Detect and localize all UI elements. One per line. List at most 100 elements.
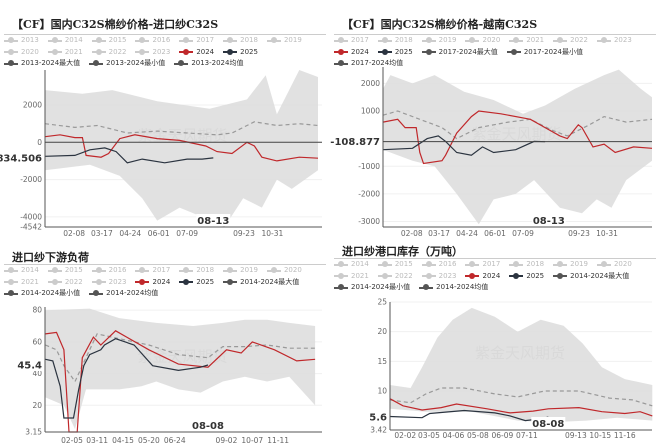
y-pointer-label: -834.506 [0, 153, 42, 164]
legend-item-2025[interactable]: 2025 [509, 271, 544, 283]
legend-label: 2013-2024最大值 [21, 59, 81, 67]
legend-item-2017[interactable]: 2017 [334, 35, 369, 47]
x-tick-label: 02-05 [61, 436, 83, 445]
x-tick-label: 04-06 [443, 431, 465, 440]
legend-label: 2025 [394, 47, 413, 56]
legend-label: 2020 [613, 260, 632, 268]
legend-item-2023[interactable]: 2023 [135, 47, 170, 59]
legend-item-2018[interactable]: 2018 [377, 35, 413, 47]
legend-marker-icon [4, 290, 18, 297]
x-pointer-label: 08-08 [192, 421, 224, 432]
series-mean-line [45, 333, 316, 383]
legend-item-2023[interactable]: 2023 [421, 271, 456, 283]
legend-item-2014[interactable]: 2014 [4, 265, 39, 277]
x-tick-label: 07-11 [516, 431, 538, 440]
legend-item-2022[interactable]: 2022 [377, 271, 413, 283]
legend-item-2018[interactable]: 2018 [223, 35, 258, 47]
legend-item-2015[interactable]: 2015 [91, 35, 126, 47]
legend-item-2024[interactable]: 2024 [465, 271, 500, 283]
legend-marker-icon [4, 278, 18, 285]
legend-item-2018[interactable]: 2018 [509, 259, 544, 271]
legend-item-2024[interactable]: 2024 [135, 277, 170, 289]
legend-marker-icon [334, 272, 348, 279]
x-tick-label: 09-23 [568, 229, 590, 238]
legend-item-2017-2024均值[interactable]: 2017-2024均值 [334, 58, 403, 70]
legend-item-2016[interactable]: 2016 [421, 259, 456, 271]
legend-item-2023[interactable]: 2023 [596, 35, 632, 47]
legend-item-2013-2024均值[interactable]: 2013-2024均值 [174, 58, 243, 70]
legend-item-2015[interactable]: 2015 [377, 259, 413, 271]
legend-marker-icon [47, 48, 62, 55]
legend-marker-icon [91, 267, 106, 274]
legend-label: 2017-2024最小值 [523, 47, 583, 56]
legend-marker-icon [223, 48, 238, 55]
legend-item-2019[interactable]: 2019 [223, 265, 258, 277]
legend-label: 2017-2024均值 [351, 59, 404, 67]
y-tick-label: 3.42 [370, 426, 387, 435]
legend-item-2017[interactable]: 2017 [135, 265, 170, 277]
legend-item-2025[interactable]: 2025 [223, 47, 258, 59]
legend-item-2017[interactable]: 2017 [179, 35, 214, 47]
legend-item-2021[interactable]: 2021 [47, 47, 83, 59]
legend-item-2013-2024最大值[interactable]: 2013-2024最大值 [4, 58, 80, 70]
x-tick-label: 06-09 [492, 431, 514, 440]
legend-item-2013-2024最小值[interactable]: 2013-2024最小值 [89, 58, 165, 70]
legend-item-2025[interactable]: 2025 [179, 277, 214, 289]
legend-item-2014[interactable]: 2014 [334, 259, 369, 271]
legend-item-2016[interactable]: 2016 [135, 35, 170, 47]
legend-item-2017-2024最小值[interactable]: 2017-2024最小值 [506, 47, 583, 59]
series-2024-line [44, 134, 319, 162]
max-min-band [45, 70, 318, 227]
legend-marker-icon [174, 60, 189, 67]
legend-item-2020[interactable]: 2020 [4, 47, 39, 59]
legend-item-2015[interactable]: 2015 [47, 265, 83, 277]
legend-marker-icon [223, 267, 238, 274]
legend-item-2014[interactable]: 2014 [47, 35, 83, 47]
x-tick-label: 07-09 [176, 229, 198, 238]
max-min-band [389, 307, 653, 423]
x-tick-label: 10-15 [589, 431, 611, 440]
legend-marker-icon [4, 60, 18, 67]
legend-item-2018[interactable]: 2018 [179, 265, 214, 277]
x-tick-label: 06-01 [148, 229, 170, 238]
legend-item-2022[interactable]: 2022 [91, 47, 126, 59]
legend-item-2020[interactable]: 2020 [596, 259, 632, 271]
legend-item-2025[interactable]: 2025 [377, 47, 413, 59]
legend-item-2017-2024最大值[interactable]: 2017-2024最大值 [421, 47, 498, 59]
legend-item-2014-2024最大值[interactable]: 2014-2024最大值 [553, 271, 629, 283]
legend-item-2024[interactable]: 2024 [334, 47, 369, 59]
legend-item-2014-2024最小值[interactable]: 2014-2024最小值 [4, 288, 80, 300]
series-2025-line [44, 147, 214, 164]
legend-item-2023[interactable]: 2023 [91, 277, 126, 289]
legend-marker-icon [135, 278, 150, 285]
legend-item-2019[interactable]: 2019 [553, 259, 588, 271]
legend-item-2020[interactable]: 2020 [266, 265, 302, 277]
legend-label: 2014 [64, 36, 83, 44]
legend-item-2013[interactable]: 2013 [4, 35, 39, 47]
legend-item-2021[interactable]: 2021 [334, 271, 369, 283]
x-pointer-label: 08-13 [197, 216, 229, 227]
legend-item-2021[interactable]: 2021 [509, 35, 544, 47]
legend-item-2014-2024均值[interactable]: 2014-2024均值 [89, 288, 158, 300]
x-tick-label: 06-24 [164, 436, 186, 445]
y-tick-label: -1000 [358, 162, 380, 171]
legend-item-2014-2024均值[interactable]: 2014-2024均值 [419, 282, 488, 294]
legend-label: 2017 [152, 266, 171, 274]
legend-item-2014-2024最小值[interactable]: 2014-2024最小值 [334, 282, 410, 294]
legend-item-2019[interactable]: 2019 [421, 35, 456, 47]
legend-marker-icon [91, 278, 106, 285]
legend-item-2014-2024最大值[interactable]: 2014-2024最大值 [223, 277, 299, 289]
legend-item-2022[interactable]: 2022 [553, 35, 588, 47]
legend-item-2020[interactable]: 2020 [465, 35, 500, 47]
legend-item-2017[interactable]: 2017 [465, 259, 500, 271]
legend-item-2016[interactable]: 2016 [91, 265, 126, 277]
legend-marker-icon [419, 284, 434, 291]
legend-item-2021[interactable]: 2021 [4, 277, 39, 289]
x-tick-label: 05-20 [138, 436, 160, 445]
legend-item-2019[interactable]: 2019 [266, 35, 302, 47]
legend-marker-icon [179, 278, 194, 285]
legend-item-2022[interactable]: 2022 [47, 277, 83, 289]
legend-label: 2019 [570, 260, 588, 268]
legend-item-2024[interactable]: 2024 [179, 47, 214, 59]
